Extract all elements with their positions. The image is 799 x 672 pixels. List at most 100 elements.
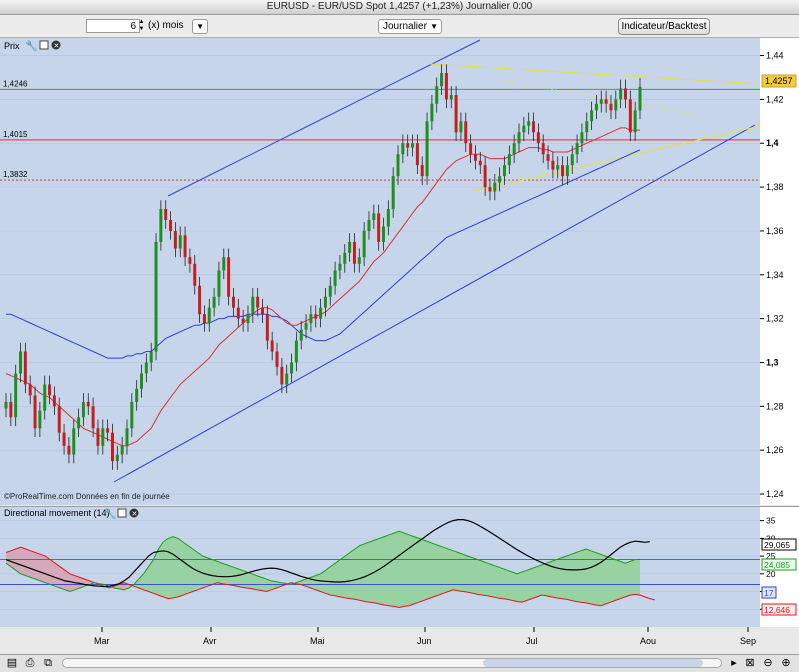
candle-body [314, 314, 318, 319]
candle-body [222, 257, 226, 271]
adx-value-box [761, 538, 797, 551]
print-icon[interactable]: ⎙ [25, 657, 35, 669]
candle-body [110, 432, 114, 462]
panel-divider [0, 506, 799, 507]
wrench-icon[interactable]: 🔧 [104, 507, 116, 520]
candle-body [106, 428, 110, 433]
candle-body [604, 99, 608, 104]
candle-body [382, 226, 385, 242]
y-tick-label: 1,42 [766, 94, 784, 104]
candle-body [522, 125, 526, 133]
candle-body [256, 296, 260, 308]
interval-select[interactable]: Journalier ▼ [378, 19, 442, 34]
candle-body [536, 132, 540, 144]
candle-body [115, 454, 119, 462]
candle-body [52, 395, 56, 407]
period-stepper[interactable]: ▲ ▼ [138, 19, 145, 32]
candle-body [319, 307, 323, 319]
export-icon[interactable]: ⧉ [44, 657, 52, 669]
data-source-footer: ©ProRealTime.com Données en fin de journ… [4, 492, 170, 501]
candle-body [19, 351, 23, 374]
candle-body [241, 318, 245, 324]
candle-body [207, 307, 211, 324]
di-minus-fill [6, 547, 296, 592]
level-label: 1,3832 [3, 170, 28, 179]
candle-body [348, 241, 352, 253]
di-minus-line [5, 546, 655, 609]
candle-body [309, 314, 313, 324]
x-tick-label: Sep [740, 636, 756, 646]
zoom-out-icon[interactable]: ⊖ [763, 657, 773, 669]
candle-body [290, 362, 294, 374]
maximize-icon[interactable] [117, 508, 127, 518]
scroll-thumb[interactable] [483, 659, 703, 667]
candle-body [391, 176, 395, 210]
close-icon[interactable] [129, 508, 139, 518]
bottom-bar: ▤ ⎙ ⧉ ▸ ⊠ ⊖ ⊕ [0, 654, 799, 672]
candle-body [120, 445, 124, 455]
candle-body [372, 213, 376, 220]
candle-body [193, 263, 197, 286]
candle-body [512, 143, 516, 155]
period-input[interactable]: 6 [86, 19, 140, 33]
candle-body [236, 307, 240, 319]
candle-body [246, 314, 250, 324]
candle-body [541, 143, 545, 155]
candle-body [251, 296, 255, 315]
candle-body [101, 428, 105, 446]
di-plus-line [5, 530, 641, 593]
y-tick-label: 1,32 [766, 314, 784, 324]
adx-line [5, 519, 650, 588]
date-axis [0, 627, 799, 654]
candle-body [275, 351, 279, 367]
candle-body [628, 99, 632, 133]
y-tick-label: 1,4 [766, 138, 779, 148]
indicator-backtest-button[interactable]: Indicateur/Backtest [618, 18, 710, 35]
dm-panel-label: Directional movement (14) [4, 508, 110, 518]
zoom-in-icon[interactable]: ⊕ [781, 657, 791, 669]
di-plus-value-box [761, 558, 797, 571]
candle-body [488, 187, 492, 192]
candle-body [580, 132, 584, 144]
y-tick-label: 1,3 [766, 357, 779, 367]
di-minus-value-box [761, 603, 797, 616]
wrench-icon[interactable]: 🔧 [25, 39, 37, 52]
candle-body [96, 428, 100, 446]
candle-body [420, 165, 424, 177]
x-tick-label: Aou [640, 636, 656, 646]
candle-body [507, 154, 511, 166]
chevron-right-icon[interactable]: ▸ [731, 657, 737, 669]
candle-body [459, 121, 463, 133]
interval-value: Journalier [383, 21, 427, 32]
y-tick-label: 20 [766, 569, 776, 579]
y-tick-label: 35 [766, 516, 776, 526]
candle-body [77, 417, 81, 429]
candle-body [546, 154, 550, 161]
maximize-icon[interactable] [39, 40, 49, 50]
candle-body [352, 241, 356, 264]
candle-body [464, 121, 468, 144]
zoom-fit-icon[interactable]: ⊠ [745, 657, 755, 669]
candle-body [590, 110, 594, 122]
channel-upper-line [167, 39, 481, 197]
candle-body [469, 143, 473, 155]
candles [4, 64, 642, 470]
di-plus-fill [94, 531, 641, 608]
candle-body [280, 366, 284, 385]
level-value: 17 [764, 588, 774, 598]
candle-body [614, 99, 618, 111]
time-scrollbar[interactable] [62, 658, 722, 668]
candle-body [430, 103, 434, 122]
candle-body [415, 143, 419, 166]
y-tick-label: 25 [766, 551, 776, 561]
save-icon[interactable]: ▤ [6, 657, 18, 669]
candle-body [164, 209, 168, 220]
y-tick-label: 1,36 [766, 226, 784, 236]
candle-body [323, 296, 327, 308]
period-unit-select[interactable]: ▼ [192, 19, 208, 34]
close-icon[interactable] [51, 40, 61, 50]
candle-body [304, 323, 308, 330]
candle-body [4, 401, 8, 409]
candle-body [556, 165, 560, 170]
svg-text:✕: ✕ [132, 511, 138, 518]
